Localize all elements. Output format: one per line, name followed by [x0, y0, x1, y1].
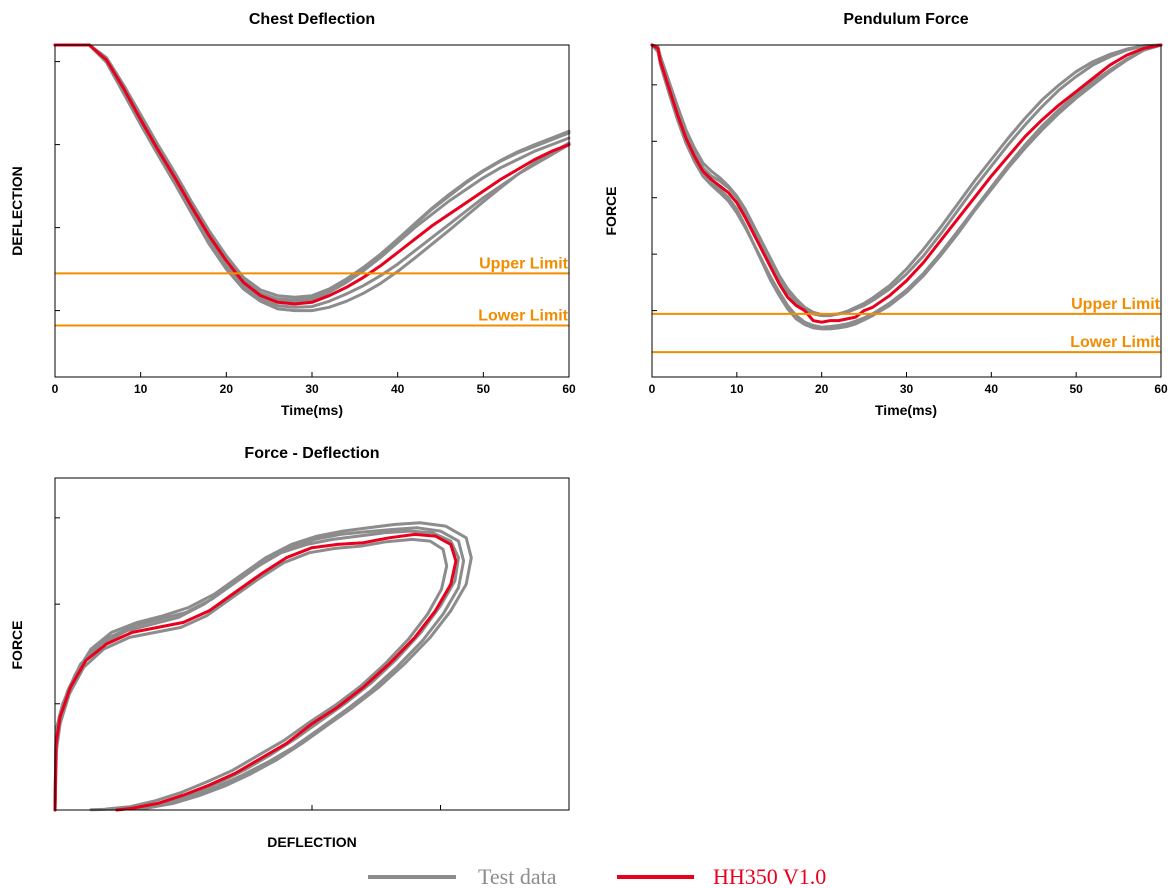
legend-model-label: HH350 V1.0 — [713, 864, 826, 888]
test-series-line — [650, 43, 1163, 329]
force-deflection-frame — [54, 477, 570, 811]
chest-deflection-limits: Upper Limit Lower Limit — [55, 255, 569, 327]
x-tick-label: 10 — [730, 382, 744, 396]
limit-label: Lower Limit — [478, 308, 568, 325]
force-deflection-panel: Force - Deflection FORCE DEFLECTION — [9, 445, 570, 850]
legend-test-label: Test data — [478, 864, 557, 888]
x-tick-label: 20 — [220, 382, 234, 396]
x-tick-label: 0 — [52, 382, 59, 396]
test-series-line — [53, 526, 466, 812]
pendulum-force-title: Pendulum Force — [843, 11, 968, 28]
pendulum-force-panel: Pendulum Force FORCE Time(ms) 0 10 20 30 40 5… — [603, 11, 1168, 418]
x-tick-label: 60 — [1154, 382, 1168, 396]
force-deflection-title: Force - Deflection — [244, 445, 379, 462]
test-series-line — [53, 529, 460, 812]
x-tick-label: 50 — [477, 382, 491, 396]
x-tick-label: 60 — [562, 382, 576, 396]
chest-deflection-panel: Chest Deflection DEFLECTION Time(ms) 0 10… — [9, 11, 576, 418]
model-series-line — [53, 532, 458, 812]
model-series-line — [53, 43, 571, 306]
pendulum-force-limits: Upper Limit Lower Limit — [652, 296, 1161, 354]
limit-label: Upper Limit — [479, 255, 569, 272]
force-deflection-xlabel: DEFLECTION — [267, 834, 356, 850]
chest-deflection-frame — [54, 44, 570, 378]
pendulum-force-ylabel: FORCE — [603, 187, 619, 236]
x-tick-label: 30 — [900, 382, 914, 396]
x-tick-label: 0 — [649, 382, 656, 396]
x-tick-label: 20 — [815, 382, 829, 396]
force-deflection-ticks — [55, 517, 441, 810]
legend: Test data HH350 V1.0 — [368, 864, 826, 888]
x-tick-label: 10 — [134, 382, 148, 396]
limit-label: Upper Limit — [1071, 296, 1161, 313]
x-tick-label: 40 — [985, 382, 999, 396]
chest-deflection-ticks: 0 10 20 30 40 50 60 — [52, 61, 576, 396]
chest-deflection-series — [53, 43, 571, 313]
x-tick-label: 40 — [391, 382, 405, 396]
force-deflection-ylabel: FORCE — [9, 621, 25, 670]
x-tick-label: 30 — [305, 382, 319, 396]
limit-label: Lower Limit — [1070, 334, 1160, 351]
test-series-line — [53, 43, 571, 313]
pendulum-force-series — [650, 43, 1163, 331]
pendulum-force-frame — [651, 44, 1162, 378]
test-series-line — [53, 521, 473, 812]
model-series-line — [650, 43, 1163, 324]
chest-deflection-ylabel: DEFLECTION — [9, 166, 25, 255]
x-tick-label: 50 — [1069, 382, 1083, 396]
pendulum-force-xlabel: Time(ms) — [875, 402, 937, 418]
test-series-line — [53, 537, 449, 812]
chest-deflection-title: Chest Deflection — [249, 11, 375, 28]
force-deflection-series — [53, 521, 473, 812]
chest-deflection-xlabel: Time(ms) — [281, 402, 343, 418]
